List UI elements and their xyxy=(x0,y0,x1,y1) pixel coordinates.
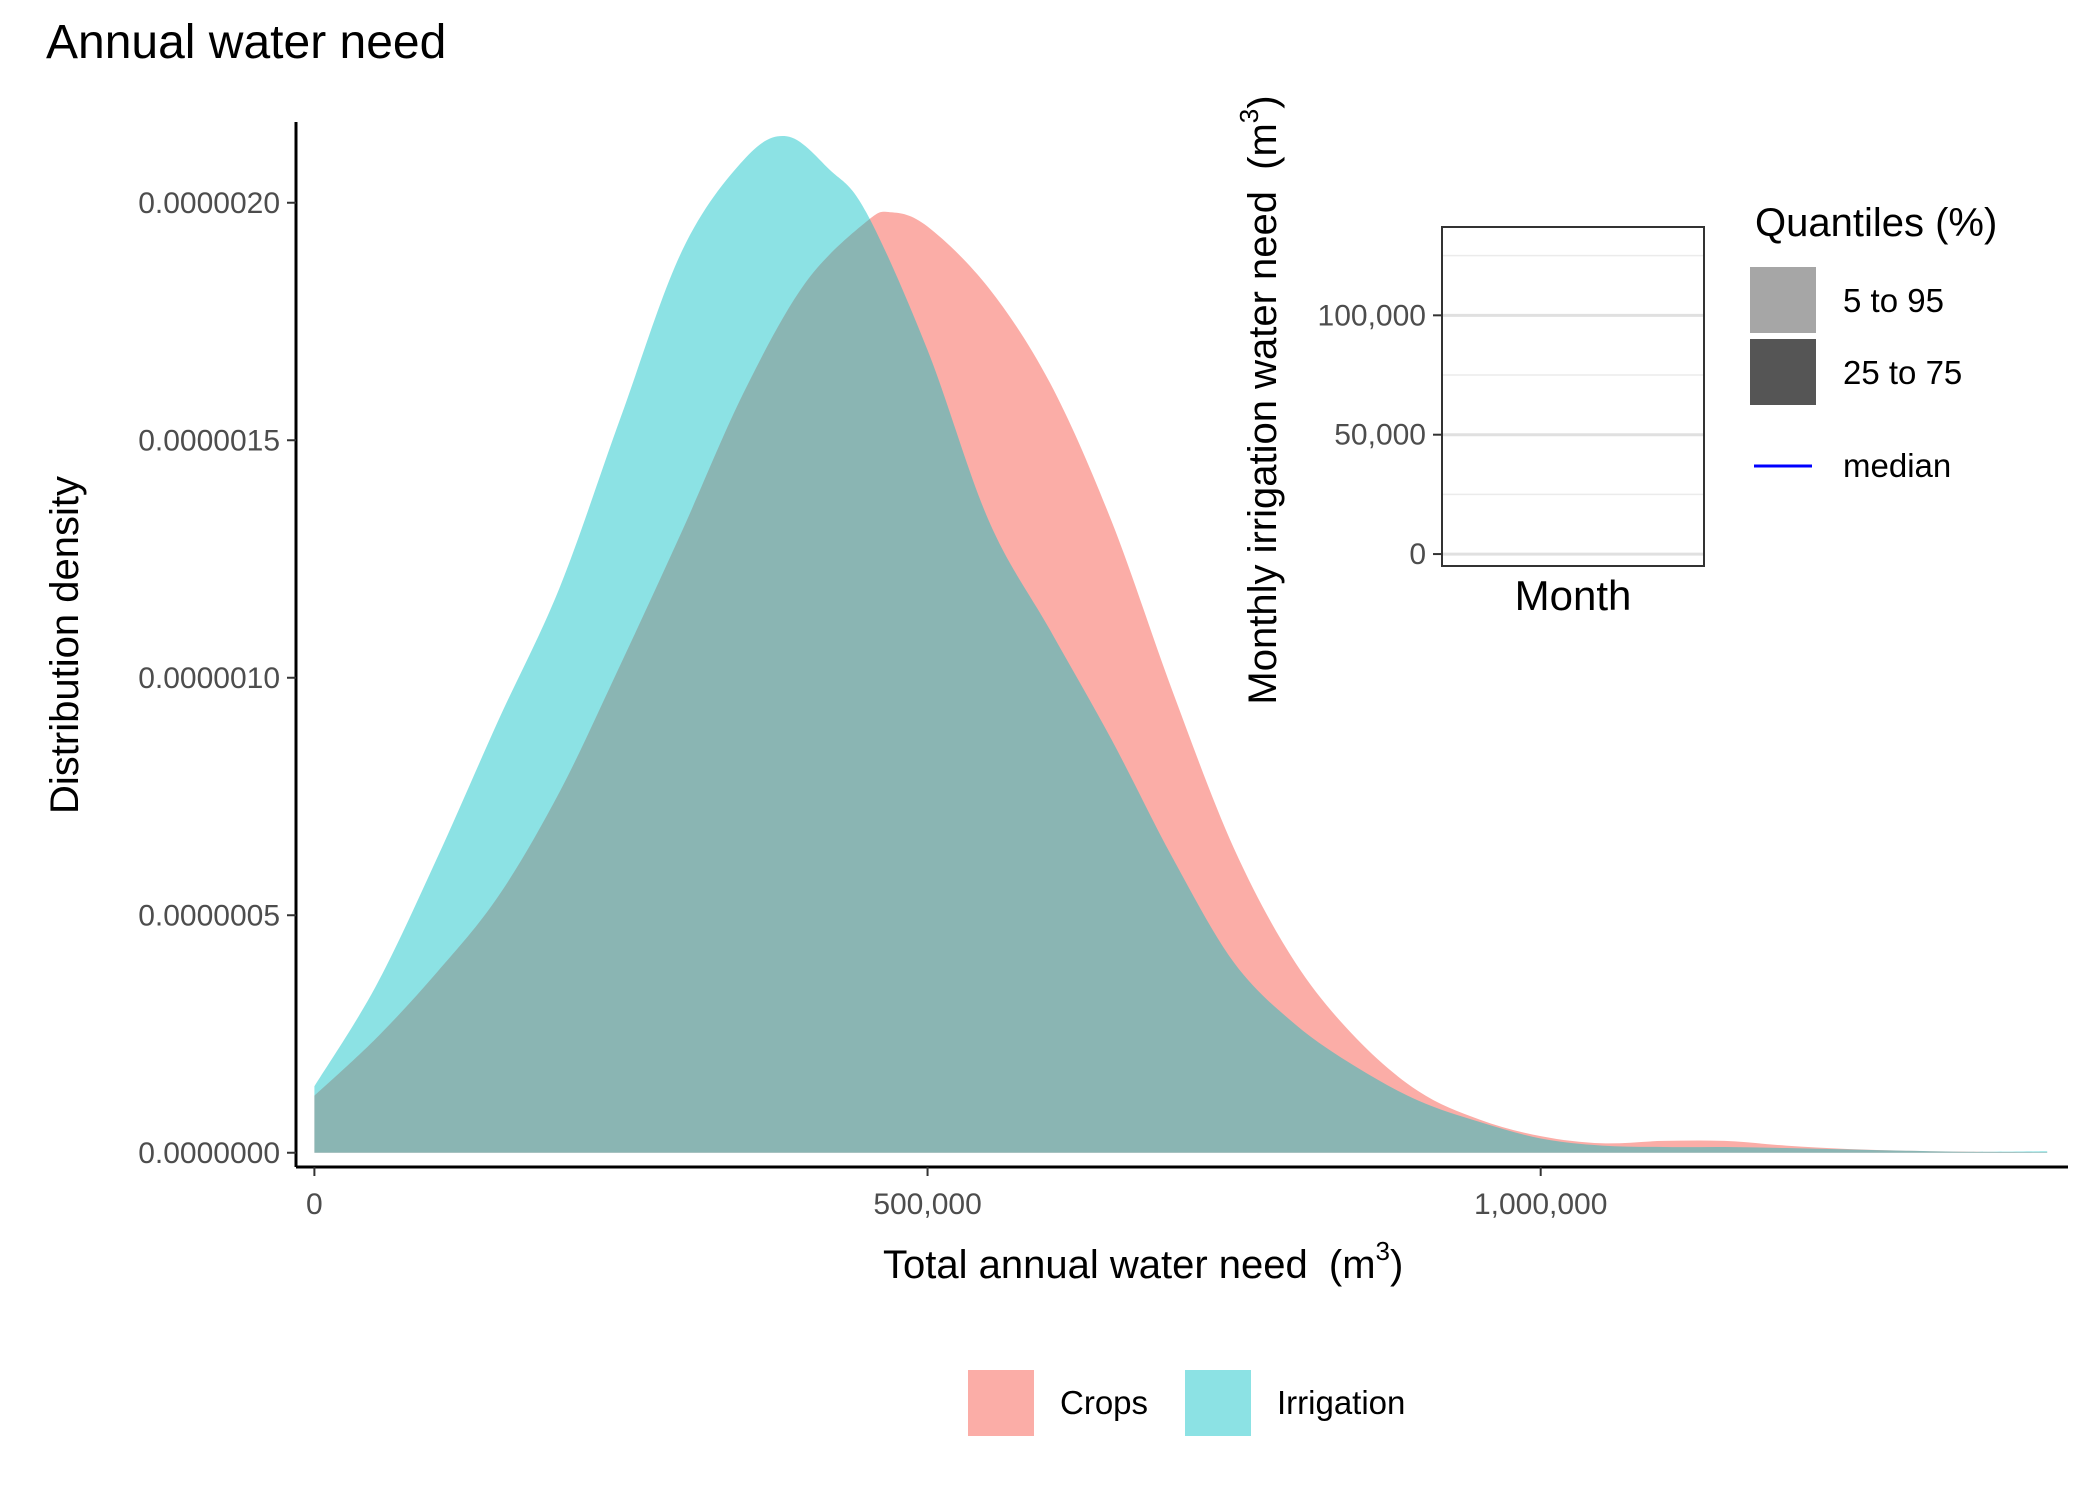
inset-y-axis-ticks: 0 50,000 100,000 xyxy=(1318,299,1442,571)
inset-y-tick-label: 0 xyxy=(1409,538,1426,571)
inset-y-axis-title: Monthly irrigation water need (m3) xyxy=(1234,95,1285,704)
y-axis-title: Distribution density xyxy=(43,476,87,814)
x-tick-label: 1,000,000 xyxy=(1474,1188,1607,1221)
quantiles-legend: Quantiles (%) 5 to 95 25 to 75 median xyxy=(1750,201,1997,484)
legend-key-irrigation xyxy=(1185,1370,1251,1436)
density-area-irrigation xyxy=(314,136,2048,1153)
inset-y-tick-label: 50,000 xyxy=(1334,419,1426,452)
y-tick-label: 0.0000000 xyxy=(138,1137,280,1170)
x-tick-label: 500,000 xyxy=(873,1188,981,1221)
y-axis-ticks: 0.0000000 0.0000005 0.0000010 0.0000015 0.00… xyxy=(138,187,296,1170)
inset-y-axis-title-text: Monthly irrigation water need xyxy=(1241,191,1285,705)
legend-key-crops xyxy=(968,1370,1034,1436)
y-tick-label: 0.0000005 xyxy=(138,899,280,932)
inset-y-axis-title-unit: (m xyxy=(1241,123,1285,170)
x-axis-title-sup: 3 xyxy=(1376,1236,1390,1266)
density-areas xyxy=(314,136,2048,1153)
legend-label-irrigation: Irrigation xyxy=(1277,1384,1405,1421)
series-legend: Crops Irrigation xyxy=(968,1370,1405,1436)
legend-label-crops: Crops xyxy=(1060,1384,1148,1421)
x-axis-title: Total annual water need (m3) xyxy=(883,1236,1403,1287)
quantile-key-5-to-95 xyxy=(1750,267,1816,333)
quantile-label-median: median xyxy=(1843,447,1951,484)
x-axis-title-unit: (m xyxy=(1329,1243,1376,1287)
density-area-crops xyxy=(314,211,2048,1153)
y-tick-label: 0.0000015 xyxy=(138,424,280,457)
x-axis-title-text: Total annual water need xyxy=(883,1243,1308,1287)
quantile-label-25-to-75: 25 to 75 xyxy=(1843,354,1962,391)
quantiles-legend-title: Quantiles (%) xyxy=(1755,201,1997,245)
inset-y-tick-label: 100,000 xyxy=(1318,299,1426,332)
density-plot-panel: 0.0000000 0.0000005 0.0000010 0.0000015 0.00… xyxy=(138,122,2068,1221)
inset-y-axis-title-sup: 3 xyxy=(1234,109,1264,123)
inset-gridlines xyxy=(1442,254,1704,556)
quantile-key-25-to-75 xyxy=(1750,339,1816,405)
inset-x-axis-title: Month xyxy=(1515,572,1632,619)
inset-y-axis-title-close: ) xyxy=(1241,95,1285,108)
y-tick-label: 0.0000010 xyxy=(138,662,280,695)
inset-panel: 0 50,000 100,000 Month Monthly irrigation … xyxy=(1234,95,1705,705)
quantile-label-5-to-95: 5 to 95 xyxy=(1843,282,1944,319)
x-tick-label: 0 xyxy=(306,1188,323,1221)
y-tick-label: 0.0000020 xyxy=(138,187,280,220)
x-axis-ticks: 0 500,000 1,000,000 xyxy=(306,1167,1607,1221)
chart-title: Annual water need xyxy=(46,16,446,69)
inset-panel-border xyxy=(1441,226,1705,567)
x-axis-title-close: ) xyxy=(1390,1243,1403,1287)
